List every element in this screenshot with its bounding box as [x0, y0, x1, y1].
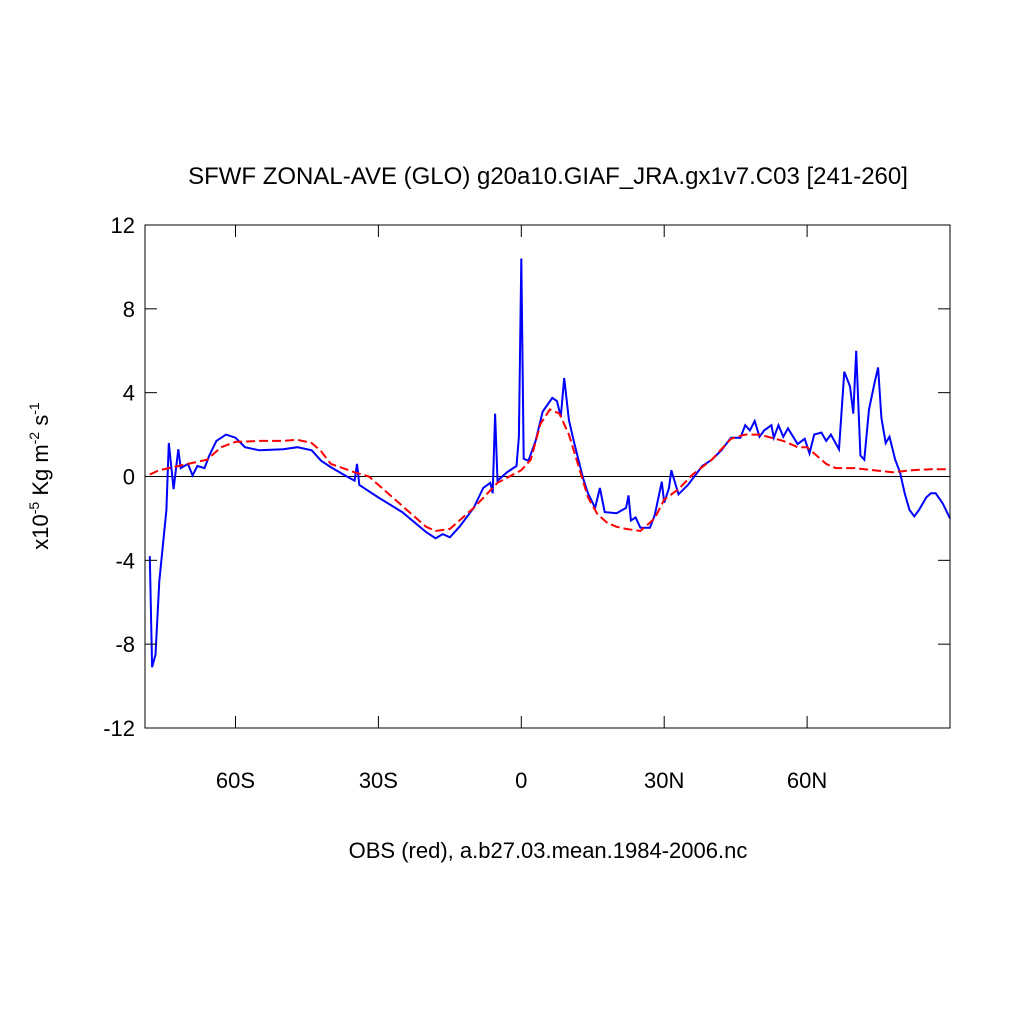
y-label-part: x10 [28, 514, 53, 549]
y-label-sup: -5 [26, 502, 42, 515]
y-label-part: s [28, 415, 53, 432]
y-tick-label: 8 [123, 297, 135, 322]
y-tick-label: 0 [123, 465, 135, 490]
y-tick-label: 12 [111, 213, 135, 238]
y-label-sup: -1 [26, 402, 42, 415]
x-tick-label: 30N [644, 768, 684, 793]
chart-title: SFWF ZONAL-AVE (GLO) g20a10.GIAF_JRA.gx1… [188, 163, 908, 190]
y-tick-label: -12 [103, 716, 135, 741]
x-tick-label: 60N [787, 768, 827, 793]
y-tick-label: 4 [123, 381, 135, 406]
x-axis-label: OBS (red), a.b27.03.mean.1984-2006.nc [349, 838, 748, 863]
y-label-sup: -2 [26, 432, 42, 445]
y-tick-label: -8 [115, 632, 135, 657]
x-tick-label: 60S [216, 768, 255, 793]
y-label-part: Kg m [28, 444, 53, 501]
data-line [148, 258, 951, 668]
x-tick-label: 0 [515, 768, 527, 793]
y-axis-label: x10-5 Kg m-2 s-1 [26, 402, 53, 550]
x-tick-label: 30S [359, 768, 398, 793]
y-tick-label: -4 [115, 548, 135, 573]
data-line [149, 408, 950, 533]
